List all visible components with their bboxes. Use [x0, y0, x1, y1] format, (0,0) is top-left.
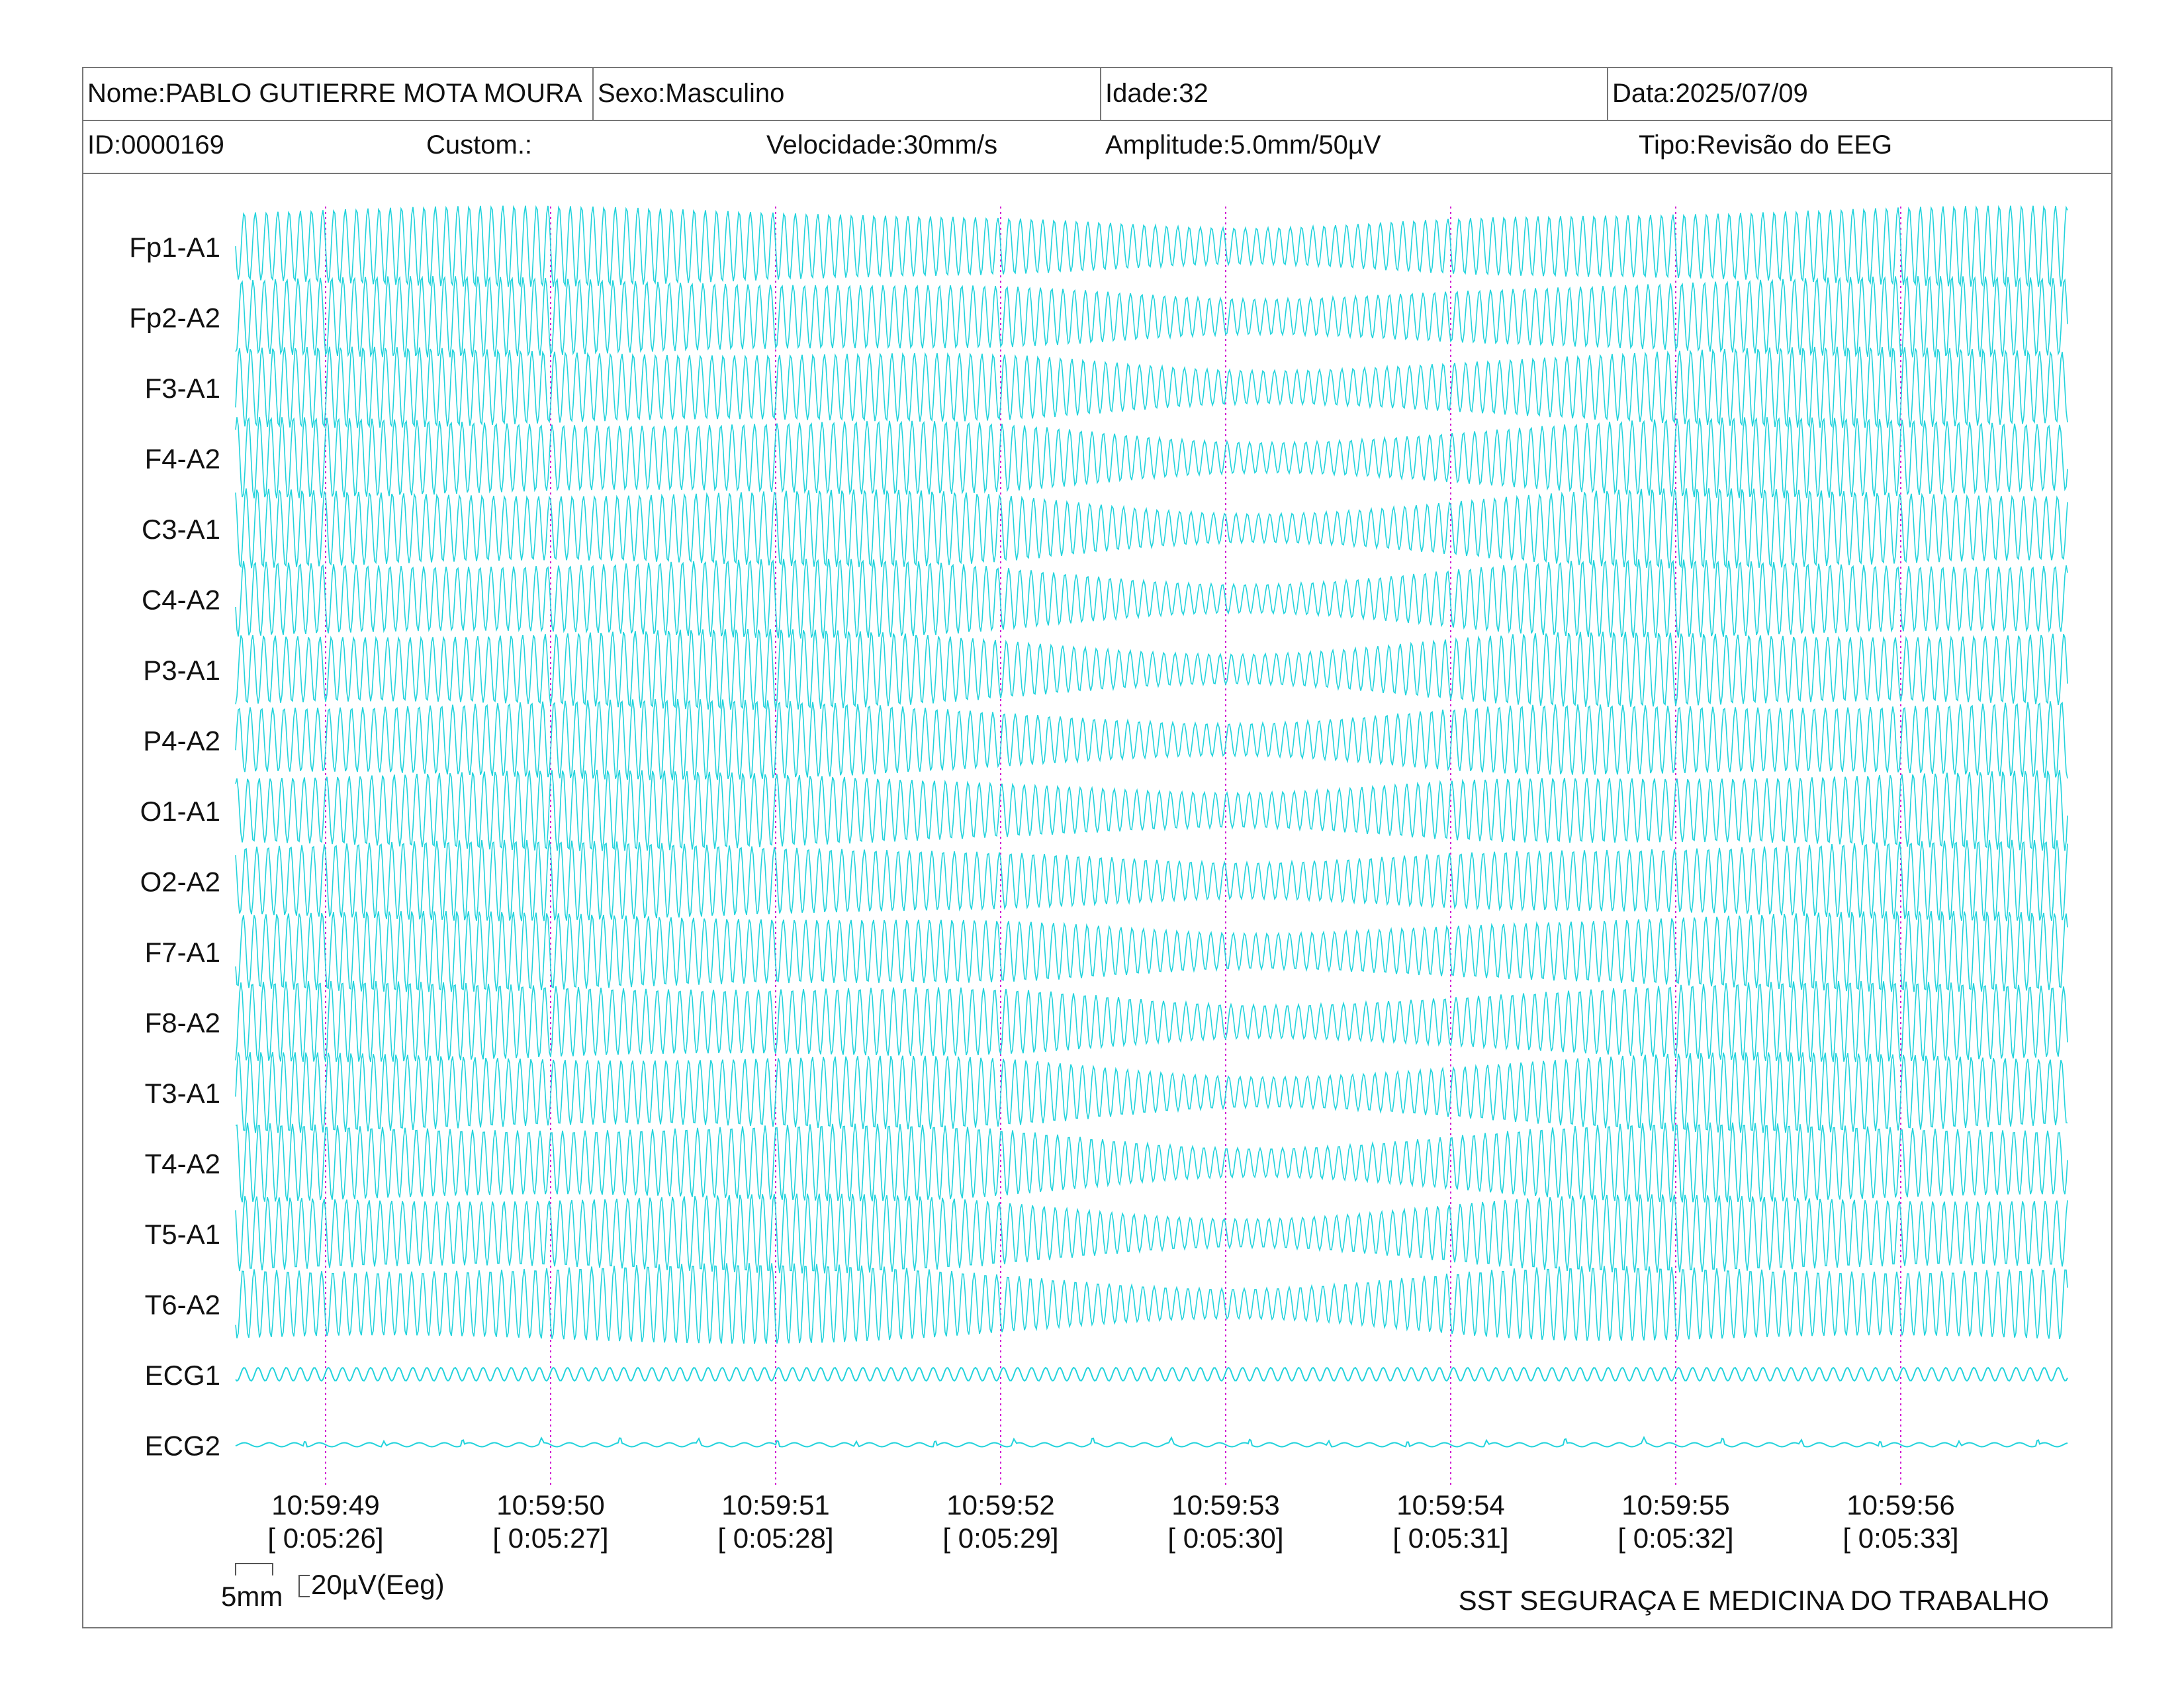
time-tick-clock: 10:59:54	[1396, 1489, 1505, 1521]
eeg-trace-c3-a1	[235, 488, 2068, 569]
patient-sex: Sexo:Masculino	[594, 68, 785, 120]
channel-label: F7-A1	[145, 937, 220, 968]
eeg-trace-o1-a1	[235, 769, 2068, 851]
eeg-trace-t5-a1	[235, 1194, 2068, 1274]
header-divider	[592, 68, 594, 120]
time-tick-elapsed: [ 0:05:31]	[1392, 1523, 1508, 1554]
amplitude-scale-bar	[298, 1575, 310, 1597]
time-tick-clock: 10:59:56	[1846, 1489, 1955, 1521]
header-divider	[1607, 68, 1608, 120]
time-tick-elapsed: [ 0:05:26]	[267, 1523, 383, 1554]
channel-label: T5-A1	[145, 1219, 220, 1250]
time-scale-label: 5mm	[221, 1581, 283, 1612]
channel-label: F8-A2	[145, 1008, 220, 1039]
custom-field: Custom.:	[426, 130, 533, 160]
time-tick-elapsed: [ 0:05:27]	[492, 1523, 608, 1554]
header-row-1: Nome:PABLO GUTIERRE MOTA MOURA Sexo:Masc…	[83, 68, 2111, 121]
patient-name: Nome:PABLO GUTIERRE MOTA MOURA	[87, 79, 582, 108]
channel-label: P3-A1	[143, 655, 220, 686]
eeg-trace-t4-a2	[235, 1122, 2068, 1203]
channel-label: ECG2	[145, 1430, 220, 1462]
time-tick-clock: 10:59:49	[271, 1489, 380, 1521]
report-frame: Nome:PABLO GUTIERRE MOTA MOURA Sexo:Masc…	[82, 67, 2113, 1628]
channel-label: T6-A2	[145, 1289, 220, 1321]
time-tick-clock: 10:59:53	[1171, 1489, 1280, 1521]
time-tick-elapsed: [ 0:05:28]	[717, 1523, 833, 1554]
time-tick-elapsed: [ 0:05:32]	[1617, 1523, 1733, 1554]
time-tick-clock: 10:59:51	[721, 1489, 830, 1521]
eeg-trace-o2-a2	[235, 839, 2068, 921]
time-tick-clock: 10:59:55	[1621, 1489, 1730, 1521]
time-tick-clock: 10:59:52	[946, 1489, 1055, 1521]
time-tick-elapsed: [ 0:05:33]	[1843, 1523, 1958, 1554]
eeg-trace-c4-a2	[235, 558, 2068, 639]
eeg-trace-ecg2	[235, 1436, 2068, 1448]
speed-setting: Velocidade:30mm/s	[766, 130, 998, 160]
time-tick-elapsed: [ 0:05:30]	[1167, 1523, 1283, 1554]
channel-label: T3-A1	[145, 1078, 220, 1109]
eeg-trace-f7-a1	[235, 911, 2068, 992]
amplitude-scale-label: 20µV(Eeg)	[311, 1569, 445, 1600]
channel-label: O2-A2	[140, 867, 220, 898]
exam-type: Tipo:Revisão do EEG	[1639, 130, 1893, 160]
channel-label: Fp2-A2	[129, 303, 220, 334]
eeg-trace-f4-a2	[235, 416, 2068, 498]
time-axis: 10:59:49[ 0:05:26] 10:59:50[ 0:05:27] 10:5…	[267, 1489, 1958, 1554]
channel-label: ECG1	[145, 1360, 220, 1391]
channel-label: Fp1-A1	[129, 232, 220, 263]
channel-label: F4-A2	[145, 444, 220, 475]
exam-date: Data:2025/07/09	[1612, 79, 1808, 108]
channel-label: O1-A1	[140, 796, 220, 827]
channel-label: F3-A1	[145, 373, 220, 404]
eeg-trace-p3-a1	[235, 629, 2068, 710]
clinic-name: SST SEGURAÇA E MEDICINA DO TRABALHO	[1459, 1585, 2049, 1616]
header-row-2: ID:0000169 Custom.: Velocidade:30mm/s Am…	[83, 120, 2111, 174]
eeg-trace-ecg1	[235, 1366, 2068, 1382]
amplitude-setting: Amplitude:5.0mm/50µV	[1105, 130, 1381, 160]
channel-labels: Fp1-A1 Fp2-A2 F3-A1 F4-A2 C3-A1 C4-A2 P3-A1 P4-…	[129, 232, 220, 1462]
patient-age: Idade:32	[1105, 79, 1208, 108]
eeg-trace-t3-a1	[235, 1052, 2068, 1133]
eeg-traces	[235, 205, 2068, 1448]
calibration-marks: 5mm 20µV(Eeg)	[221, 1563, 445, 1612]
channel-label: T4-A2	[145, 1149, 220, 1180]
time-tick-clock: 10:59:50	[496, 1489, 605, 1521]
eeg-trace-f8-a2	[235, 980, 2068, 1062]
eeg-trace-p4-a2	[235, 698, 2068, 780]
time-scale-bar	[235, 1563, 273, 1575]
eeg-trace-fp2-a2	[235, 275, 2068, 358]
eeg-trace-f3-a1	[235, 346, 2068, 428]
channel-label: C4-A2	[142, 585, 220, 616]
header-divider	[1100, 68, 1101, 120]
channel-label: C3-A1	[142, 514, 220, 545]
time-tick-elapsed: [ 0:05:29]	[942, 1523, 1058, 1554]
patient-id: ID:0000169	[87, 130, 224, 160]
channel-label: P4-A2	[143, 726, 220, 757]
eeg-trace-fp1-a1	[235, 205, 2068, 288]
eeg-trace-t6-a2	[235, 1263, 2068, 1344]
